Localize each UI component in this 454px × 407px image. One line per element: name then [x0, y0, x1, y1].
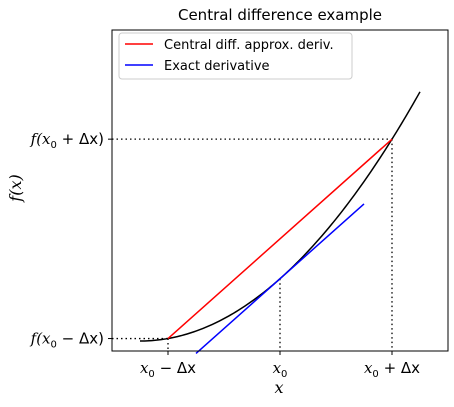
exact-derivative-line	[195, 203, 365, 355]
central-difference-line	[167, 138, 393, 340]
y-tick-label-minus: f(x0 − Δx)	[30, 330, 104, 351]
legend-label-central: Central diff. approx. deriv.	[164, 38, 334, 53]
legend-box	[118, 32, 353, 80]
x-tick-label-plus: x0 + Δx	[364, 359, 420, 380]
series-group	[139, 91, 421, 355]
chart-title: Central difference example	[178, 6, 382, 24]
y-tick-label-plus: f(x0 + Δx)	[30, 130, 104, 151]
y-axis-label: f(x)	[6, 174, 25, 202]
ticks	[108, 138, 393, 355]
legend: Central diff. approx. deriv. Exact deriv…	[118, 32, 353, 80]
x-tick-label-minus: x0 − Δx	[140, 359, 196, 380]
legend-label-exact: Exact derivative	[164, 59, 270, 74]
function-curve	[139, 91, 421, 342]
x-axis-label: x	[274, 378, 283, 397]
guide-lines	[112, 138, 393, 351]
x-tick-label-center: x0	[273, 359, 288, 380]
